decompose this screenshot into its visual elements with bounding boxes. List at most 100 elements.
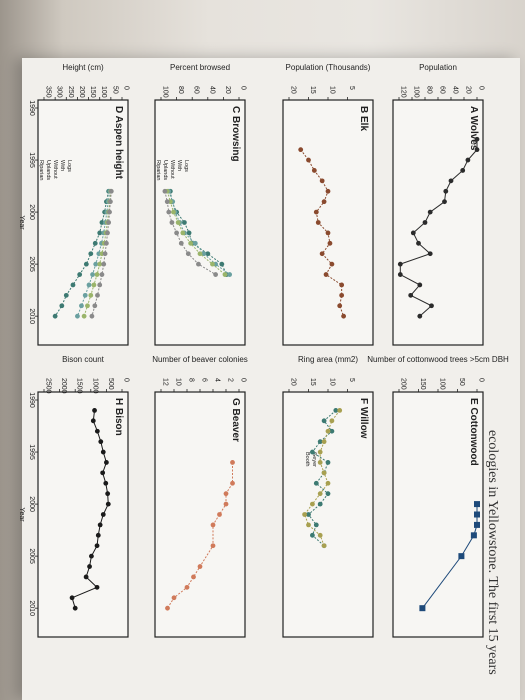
- data-point: [197, 251, 203, 257]
- x-tick-label: 2010: [28, 600, 35, 616]
- data-point: [95, 532, 101, 538]
- data-point: [329, 261, 335, 267]
- plot-frame: [37, 391, 129, 638]
- data-point: [474, 501, 480, 508]
- data-point: [298, 147, 304, 153]
- y-axis-label: Ring area (mm2): [298, 355, 358, 364]
- y-tick-label: 80: [426, 86, 433, 94]
- data-point: [70, 282, 76, 288]
- x-tick-label: 1990: [28, 392, 35, 408]
- y-axis-label: Bison count: [62, 355, 105, 364]
- y-tick-label: 8: [188, 378, 195, 382]
- data-point: [86, 282, 92, 288]
- data-point: [87, 564, 92, 569]
- data-point: [182, 220, 187, 225]
- x-axis-label: Year: [18, 215, 25, 230]
- legend-entry: With: [59, 160, 65, 171]
- y-tick-label: 0: [478, 378, 485, 382]
- legend-entry: With: [176, 160, 182, 171]
- data-point: [474, 147, 480, 153]
- data-point: [321, 439, 327, 445]
- data-point: [89, 553, 94, 559]
- y-tick-label: 2500: [45, 378, 52, 394]
- y-tick-label: 80: [177, 86, 184, 94]
- panel-title-f: F Willow: [358, 398, 369, 439]
- data-point: [94, 584, 100, 590]
- panel-title-c: C Browsing: [230, 106, 241, 162]
- legend-entry: Riparian: [155, 160, 161, 180]
- data-point: [429, 303, 434, 309]
- x-tick-label: 1995: [28, 152, 35, 168]
- y-tick-label: 300: [56, 86, 63, 98]
- data-point: [164, 199, 170, 205]
- data-point: [184, 584, 190, 590]
- data-point: [105, 230, 110, 236]
- data-point: [92, 240, 98, 246]
- y-axis-label: Height (cm): [62, 63, 104, 72]
- y-tick-label: 250: [67, 86, 74, 98]
- data-point: [188, 240, 194, 246]
- y-tick-label: 40: [208, 86, 215, 94]
- data-point: [205, 251, 211, 257]
- y-tick-label: 0: [240, 86, 247, 90]
- data-point: [311, 168, 317, 173]
- y-tick-label: 5: [348, 86, 355, 90]
- x-axis-label: Year: [18, 507, 25, 522]
- plot-frame: [154, 391, 246, 638]
- data-point: [222, 272, 228, 277]
- data-point: [470, 532, 477, 539]
- data-point: [306, 512, 311, 517]
- data-point: [397, 272, 403, 277]
- data-point: [321, 470, 327, 476]
- y-tick-label: 20: [465, 86, 472, 94]
- x-tick-label: 1995: [28, 444, 35, 460]
- data-point: [417, 313, 423, 319]
- y-axis-label: Number of cottonwood trees >5cm DBH: [367, 355, 509, 364]
- y-tick-label: 100: [413, 86, 420, 98]
- panel-c: C Browsing 0 20 40 60 80 100 Percent browsed Log…: [154, 63, 247, 346]
- data-point: [169, 220, 175, 225]
- data-point: [325, 491, 331, 497]
- data-point: [82, 292, 88, 298]
- data-point: [196, 261, 201, 267]
- data-point: [104, 460, 109, 465]
- data-point: [230, 460, 235, 465]
- x-tick-label: 2000: [28, 204, 35, 220]
- data-point: [162, 188, 168, 194]
- data-point: [474, 521, 480, 528]
- data-point: [427, 251, 433, 257]
- series-line: [167, 462, 233, 609]
- data-point: [88, 251, 94, 257]
- legend-entry: Uplands: [45, 160, 51, 180]
- data-point: [166, 209, 172, 215]
- data-point: [83, 574, 89, 580]
- y-tick-label: 100: [439, 378, 446, 390]
- data-point: [313, 522, 319, 528]
- y-axis-label: Number of beaver colonies: [152, 355, 248, 364]
- data-point: [165, 605, 170, 611]
- x-tick-label: 2005: [28, 548, 35, 564]
- data-point: [327, 240, 333, 246]
- data-point: [339, 292, 345, 298]
- y-tick-label: 150: [419, 378, 426, 390]
- y-tick-label: 100: [100, 86, 107, 98]
- data-point: [230, 480, 235, 486]
- legend-entry: Logs: [183, 160, 189, 172]
- data-point: [95, 292, 100, 298]
- plot-frame: [392, 99, 484, 346]
- data-point: [306, 157, 311, 163]
- data-point: [59, 303, 65, 309]
- data-point: [89, 313, 95, 319]
- data-point: [325, 230, 331, 236]
- data-point: [69, 595, 75, 601]
- data-point: [227, 272, 233, 277]
- data-point: [108, 199, 113, 205]
- data-point: [408, 292, 414, 298]
- data-point: [310, 449, 315, 455]
- legend-entry: Uplands: [162, 160, 168, 180]
- data-point: [319, 251, 325, 257]
- data-point: [92, 303, 98, 309]
- y-tick-label: 12: [162, 378, 169, 386]
- y-tick-label: 60: [193, 86, 200, 94]
- series-line: [168, 191, 230, 275]
